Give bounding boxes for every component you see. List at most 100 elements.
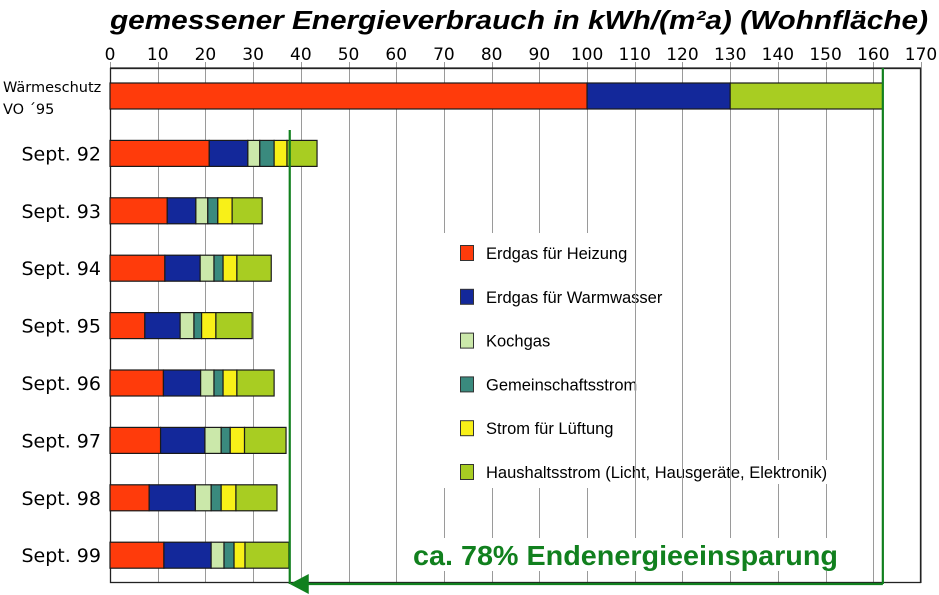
bar-segment	[199, 254, 215, 282]
legend-label: Gemeinschaftsstrom	[486, 376, 637, 394]
category-label: Sept. 92	[21, 143, 101, 165]
bar-segment	[109, 197, 168, 225]
bar-segment	[200, 369, 215, 397]
arrow-head-icon	[289, 574, 309, 594]
legend-item: Erdgas für Warmwasser	[460, 284, 698, 309]
x-tick-label: 70	[433, 45, 455, 65]
savings-annotation-text: ca. 78% Endenergieeinsparung	[413, 540, 838, 571]
legend-label: Haushaltsstrom (Licht, Hausgeräte, Elekt…	[486, 464, 827, 482]
legend-text-background	[480, 241, 640, 265]
category-label: Sept. 97	[21, 430, 101, 452]
category-label: Sept. 94	[21, 258, 101, 280]
x-tick-label: 50	[338, 45, 360, 65]
legend-background	[444, 233, 624, 488]
legend-item: Erdgas für Heizung	[460, 241, 640, 265]
bar-segment	[220, 426, 231, 454]
category-label: Sept. 93	[21, 201, 101, 223]
bar-group	[109, 82, 884, 110]
category-label: Wärmeschutz	[3, 80, 101, 96]
bar-segment	[109, 541, 165, 569]
bar-segment	[195, 197, 209, 225]
x-tick-label: 140	[762, 45, 794, 65]
bar-segment	[215, 312, 253, 340]
bar-segment	[109, 82, 588, 110]
x-axis-ticks: 0 10 20 30 40 50 60 70 80 90 100 110 120 130 140 150 160…	[105, 45, 937, 69]
category-labels: Wärmeschutz VO ´95 Sept. 92 Sept. 93 Sept. 9…	[3, 80, 101, 567]
bar-segment	[222, 254, 238, 282]
x-tick-label: 20	[195, 45, 217, 65]
bar-segment	[208, 139, 249, 167]
category-label: Sept. 96	[21, 373, 101, 395]
bar-segment	[194, 484, 212, 512]
bar-segment	[207, 197, 219, 225]
x-tick-label: 120	[666, 45, 698, 65]
bar-segment	[213, 254, 224, 282]
legend-swatch	[460, 332, 474, 349]
bar-group	[109, 312, 253, 340]
legend-label: Erdgas für Heizung	[486, 245, 627, 263]
legend-label: Erdgas für Warmwasser	[486, 289, 663, 307]
x-tick-label: 170	[905, 45, 937, 65]
legend-text-background	[480, 328, 558, 353]
legend-text-background	[480, 372, 658, 397]
bar-group	[109, 254, 272, 282]
bar-segment	[109, 254, 166, 282]
legend-swatch	[460, 376, 474, 393]
legend-item: Kochgas	[460, 328, 558, 353]
bar-segment	[204, 426, 222, 454]
bar-segment	[243, 426, 287, 454]
legend-item: Haushaltsstrom (Licht, Hausgeräte, Elekt…	[460, 460, 870, 484]
x-tick-label: 0	[105, 45, 116, 65]
legend-item: Strom für Lüftung	[460, 416, 640, 441]
bar-segment	[233, 541, 246, 569]
legend-swatch	[460, 420, 474, 437]
bar-segment	[109, 369, 165, 397]
legend-text-background	[480, 416, 640, 441]
category-label: VO ´95	[3, 102, 54, 118]
bar-segment	[273, 139, 288, 167]
bar-segment	[259, 139, 275, 167]
x-tick-label: 110	[619, 45, 651, 65]
bar-segment	[179, 312, 195, 340]
bar-segment	[217, 197, 233, 225]
bar-segment	[109, 426, 162, 454]
legend-label: Kochgas	[486, 333, 550, 351]
bar-segment	[109, 312, 146, 340]
category-label: Sept. 99	[21, 545, 101, 567]
bar-segment	[231, 197, 263, 225]
x-tick-label: 30	[242, 45, 264, 65]
bar-group	[109, 139, 318, 167]
bar-segment	[586, 82, 731, 110]
bar-group	[109, 426, 287, 454]
bar-segment	[210, 541, 225, 569]
legend-swatch	[460, 288, 474, 305]
bar-segment	[159, 426, 206, 454]
x-tick-label: 10	[147, 45, 169, 65]
bar-segment	[164, 254, 201, 282]
legend-item: Gemeinschaftsstrom	[460, 372, 658, 397]
category-label: Sept. 98	[21, 488, 101, 510]
bar-segment	[213, 369, 224, 397]
bar-segment	[236, 254, 272, 282]
bar-segment	[162, 369, 202, 397]
bar-segment	[109, 139, 210, 167]
bar-segment	[193, 312, 203, 340]
chart-title: gemessener Energieverbrauch in kWh/(m²a)…	[109, 7, 928, 35]
x-tick-label: 90	[529, 45, 551, 65]
x-tick-label: 80	[481, 45, 503, 65]
bar-group	[109, 197, 263, 225]
bar-group	[109, 541, 290, 569]
x-tick-label: 40	[290, 45, 312, 65]
bar-segment	[229, 426, 246, 454]
legend-label: Strom für Lüftung	[486, 420, 613, 438]
bar-segment	[222, 369, 238, 397]
legend-swatch	[460, 464, 474, 480]
savings-annotation: ca. 78% Endenergieeinsparung	[288, 68, 884, 594]
bar-segment	[235, 484, 278, 512]
legend-text-background	[480, 460, 870, 484]
bar-segment	[220, 484, 237, 512]
x-tick-label: 150	[809, 45, 841, 65]
bar-segment	[163, 541, 212, 569]
annotation-background	[408, 538, 842, 571]
